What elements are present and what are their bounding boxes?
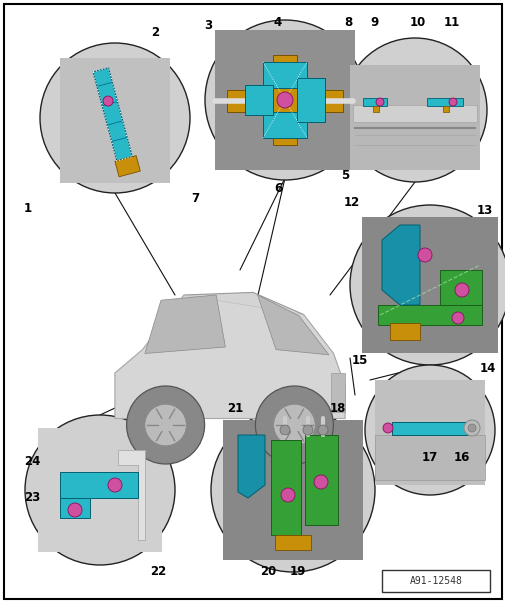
Circle shape xyxy=(205,20,364,180)
Polygon shape xyxy=(374,380,484,485)
Circle shape xyxy=(349,205,505,365)
Polygon shape xyxy=(38,428,162,552)
Text: 5: 5 xyxy=(340,168,348,182)
Circle shape xyxy=(211,408,374,572)
Polygon shape xyxy=(223,420,362,560)
Polygon shape xyxy=(439,270,481,305)
Text: 8: 8 xyxy=(343,16,351,28)
Text: 1: 1 xyxy=(24,201,32,215)
Polygon shape xyxy=(60,472,138,498)
Polygon shape xyxy=(60,498,90,518)
Text: 2: 2 xyxy=(150,25,159,39)
Polygon shape xyxy=(391,422,467,435)
Polygon shape xyxy=(263,112,307,138)
Polygon shape xyxy=(305,435,337,525)
Polygon shape xyxy=(426,98,462,106)
Text: A91-12548: A91-12548 xyxy=(409,576,462,586)
Polygon shape xyxy=(118,450,145,540)
Text: 3: 3 xyxy=(204,19,212,31)
Text: 11: 11 xyxy=(443,16,459,28)
Polygon shape xyxy=(115,295,344,418)
Circle shape xyxy=(280,488,294,502)
Polygon shape xyxy=(273,55,296,145)
Polygon shape xyxy=(274,535,311,550)
Polygon shape xyxy=(144,295,225,353)
Text: 15: 15 xyxy=(351,353,368,367)
Circle shape xyxy=(108,478,122,492)
Polygon shape xyxy=(374,435,484,480)
Polygon shape xyxy=(349,65,479,170)
Circle shape xyxy=(375,98,383,106)
Polygon shape xyxy=(296,78,324,122)
Text: 18: 18 xyxy=(329,402,345,414)
Polygon shape xyxy=(377,305,481,325)
FancyBboxPatch shape xyxy=(4,4,501,599)
Circle shape xyxy=(451,312,463,324)
Bar xyxy=(331,373,344,412)
FancyBboxPatch shape xyxy=(381,570,489,592)
Polygon shape xyxy=(389,323,419,340)
Circle shape xyxy=(417,248,431,262)
Polygon shape xyxy=(361,217,497,353)
Text: 21: 21 xyxy=(226,402,242,414)
Circle shape xyxy=(126,386,204,464)
Text: 12: 12 xyxy=(343,195,360,209)
Text: 14: 14 xyxy=(479,362,495,374)
Polygon shape xyxy=(362,98,386,106)
Text: 4: 4 xyxy=(273,16,282,28)
Polygon shape xyxy=(352,105,476,122)
Polygon shape xyxy=(442,106,448,112)
Circle shape xyxy=(25,415,175,565)
Circle shape xyxy=(103,96,113,106)
Circle shape xyxy=(454,283,468,297)
Text: 6: 6 xyxy=(273,182,282,195)
Text: 10: 10 xyxy=(409,16,425,28)
Text: 17: 17 xyxy=(421,452,437,464)
Circle shape xyxy=(317,425,327,435)
Circle shape xyxy=(144,404,186,446)
Circle shape xyxy=(382,423,392,433)
Text: 24: 24 xyxy=(24,455,40,469)
Text: 22: 22 xyxy=(149,566,166,578)
Circle shape xyxy=(448,98,456,106)
Text: 9: 9 xyxy=(370,16,378,28)
Circle shape xyxy=(279,425,289,435)
Polygon shape xyxy=(271,440,300,535)
Circle shape xyxy=(342,38,486,182)
Polygon shape xyxy=(381,225,419,305)
Polygon shape xyxy=(257,295,328,355)
Polygon shape xyxy=(244,85,273,115)
Polygon shape xyxy=(237,435,265,498)
Circle shape xyxy=(463,420,479,436)
Text: 19: 19 xyxy=(289,566,306,578)
Text: 16: 16 xyxy=(453,452,469,464)
Circle shape xyxy=(68,503,82,517)
Polygon shape xyxy=(215,30,355,170)
Text: 20: 20 xyxy=(260,566,276,578)
Circle shape xyxy=(364,365,494,495)
Polygon shape xyxy=(372,106,378,112)
Circle shape xyxy=(255,386,333,464)
Text: 7: 7 xyxy=(190,192,198,204)
Circle shape xyxy=(302,425,313,435)
Circle shape xyxy=(40,43,189,193)
Polygon shape xyxy=(115,156,140,177)
Text: 13: 13 xyxy=(476,203,492,216)
Polygon shape xyxy=(263,62,307,88)
Circle shape xyxy=(276,92,292,108)
Polygon shape xyxy=(93,68,132,161)
Circle shape xyxy=(314,475,327,489)
Circle shape xyxy=(273,404,315,446)
Polygon shape xyxy=(60,58,170,183)
Circle shape xyxy=(467,424,475,432)
Polygon shape xyxy=(227,90,342,112)
Text: 23: 23 xyxy=(24,491,40,505)
Polygon shape xyxy=(115,292,344,418)
